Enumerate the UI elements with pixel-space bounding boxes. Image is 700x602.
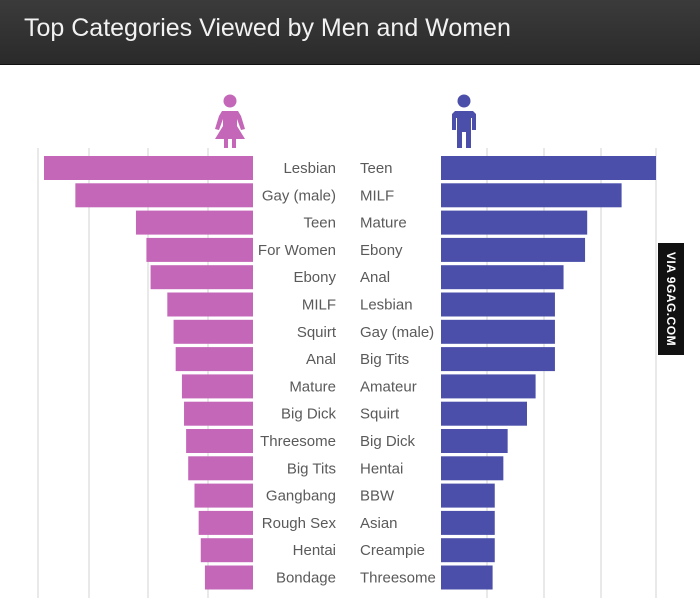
women-bar [200,538,253,563]
men-series: Teen MILF Mature Ebony Anal Lesbian Gay (male)… [360,156,656,590]
women-bar [146,237,253,262]
men-bar [441,510,495,535]
women-bar [150,265,253,290]
women-bar [188,456,253,481]
men-category-label: Big Dick [360,433,416,450]
female-figure-icon [215,94,245,148]
male-figure-icon [452,94,476,148]
women-category-label: Big Tits [287,460,336,477]
women-bar [186,429,253,453]
men-category-label: Lesbian [360,297,413,314]
women-bar [198,510,253,535]
women-bar [204,565,253,590]
women-category-label: Big Dick [281,406,337,423]
men-category-label: Mature [360,215,407,232]
women-category-label: Mature [289,378,336,395]
women-category-label: Threesome [260,433,336,450]
women-category-label: Gangbang [266,488,336,505]
men-category-label: Threesome [360,570,436,587]
men-bar [441,265,564,290]
men-bar [441,456,504,481]
men-category-label: Gay (male) [360,324,434,341]
men-category-label: Asian [360,515,398,532]
women-bar [167,292,253,317]
men-category-label: Teen [360,160,393,177]
men-bar [441,237,586,262]
men-bar [441,483,495,508]
men-category-label: MILF [360,187,394,204]
men-category-label: Ebony [360,242,403,259]
men-bar [441,292,555,317]
men-category-label: Amateur [360,378,417,395]
men-category-label: Hentai [360,460,403,477]
men-bar [441,183,622,208]
women-bar [135,210,253,235]
women-category-label: Squirt [297,324,337,341]
men-bar [441,374,536,399]
women-category-label: For Women [258,242,336,259]
men-bar [441,429,508,453]
women-category-label: Gay (male) [262,187,336,204]
watermark-text: VIA 9GAG.COM [664,251,678,347]
page-title: Top Categories Viewed by Men and Women [24,14,511,42]
women-category-label: Lesbian [283,160,336,177]
women-bar [173,319,253,344]
women-series: Lesbian Gay (male) Teen For Women Ebony MILF S… [44,156,337,590]
men-category-label: Squirt [360,406,400,423]
women-bar [175,347,253,372]
men-bar [441,565,493,590]
women-category-label: Hentai [293,542,336,559]
women-bar [194,483,253,508]
men-category-label: Anal [360,269,390,286]
men-bar [441,319,555,344]
women-bar [181,374,253,399]
women-category-label: Ebony [293,269,336,286]
watermark-badge: VIA 9GAG.COM [658,243,684,355]
women-bar [44,156,253,180]
women-category-label: Bondage [276,570,336,587]
women-bar [184,401,253,426]
women-category-label: MILF [302,297,336,314]
men-category-label: BBW [360,488,395,505]
men-category-label: Creampie [360,542,425,559]
women-bar [75,183,253,208]
header-bar: Top Categories Viewed by Men and Women [0,0,700,65]
women-category-label: Teen [303,215,336,232]
men-bar [441,401,527,426]
women-category-label: Rough Sex [262,515,337,532]
men-bar [441,156,656,180]
men-category-label: Big Tits [360,351,409,368]
men-bar [441,347,555,372]
women-category-label: Anal [306,351,336,368]
men-bar [441,538,495,563]
men-bar [441,210,588,235]
